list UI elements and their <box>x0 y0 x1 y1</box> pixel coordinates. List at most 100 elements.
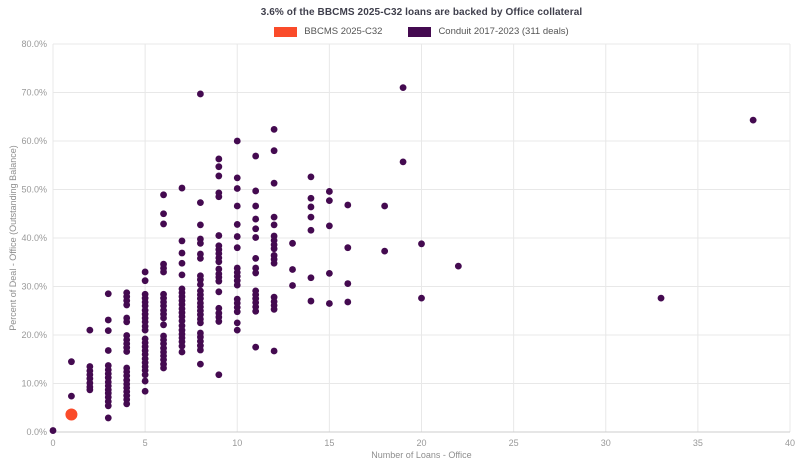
data-point-conduit-2017-2023-311-deals <box>197 281 204 288</box>
data-point-conduit-2017-2023-311-deals <box>418 240 425 248</box>
data-point-conduit-2017-2023-311-deals <box>233 202 241 210</box>
data-point-conduit-2017-2023-311-deals <box>657 294 665 302</box>
data-point-conduit-2017-2023-311-deals <box>270 147 278 155</box>
y-tick-label: 0.0% <box>26 427 47 437</box>
data-point-conduit-2017-2023-311-deals <box>178 249 186 257</box>
data-point-conduit-2017-2023-311-deals <box>215 193 223 201</box>
data-point-conduit-2017-2023-311-deals <box>141 387 149 395</box>
data-point-conduit-2017-2023-311-deals <box>307 213 315 221</box>
y-axis-title: Percent of Deal - Office (Outstanding Ba… <box>8 145 18 331</box>
x-tick-label: 35 <box>693 438 703 448</box>
data-point-conduit-2017-2023-311-deals <box>252 215 260 223</box>
data-point-conduit-2017-2023-311-deals <box>307 203 315 211</box>
data-point-conduit-2017-2023-311-deals <box>160 314 167 322</box>
y-tick-label: 30.0% <box>21 282 47 292</box>
data-point-conduit-2017-2023-311-deals <box>178 184 186 192</box>
data-point-conduit-2017-2023-311-deals <box>381 202 389 210</box>
data-point-conduit-2017-2023-311-deals <box>749 116 757 124</box>
data-point-conduit-2017-2023-311-deals <box>123 318 131 326</box>
data-point-conduit-2017-2023-311-deals <box>141 371 149 379</box>
data-point-conduit-2017-2023-311-deals <box>252 202 260 210</box>
data-point-conduit-2017-2023-311-deals <box>123 348 131 355</box>
data-point-conduit-2017-2023-311-deals <box>215 371 223 379</box>
data-point-conduit-2017-2023-311-deals <box>215 163 223 171</box>
data-point-conduit-2017-2023-311-deals <box>215 277 223 285</box>
data-point-conduit-2017-2023-311-deals <box>178 317 186 325</box>
data-point-conduit-2017-2023-311-deals <box>141 268 149 276</box>
data-point-conduit-2017-2023-311-deals <box>252 264 260 272</box>
data-point-bbcms-2025-c32 <box>65 408 78 421</box>
data-point-conduit-2017-2023-311-deals <box>418 294 425 302</box>
data-point-conduit-2017-2023-311-deals <box>233 174 241 182</box>
legend-swatch-conduit-icon <box>408 26 432 37</box>
data-point-conduit-2017-2023-311-deals <box>215 318 223 325</box>
legend-item-bbcms: BBCMS 2025-C32 <box>274 26 382 37</box>
data-point-conduit-2017-2023-311-deals <box>270 221 278 229</box>
data-point-conduit-2017-2023-311-deals <box>197 254 204 262</box>
legend-item-conduit: Conduit 2017-2023 (311 deals) <box>408 26 569 37</box>
data-point-conduit-2017-2023-311-deals <box>86 326 94 334</box>
data-point-conduit-2017-2023-311-deals <box>49 427 57 434</box>
data-point-conduit-2017-2023-311-deals <box>270 305 278 313</box>
data-point-conduit-2017-2023-311-deals <box>215 304 223 312</box>
data-point-conduit-2017-2023-311-deals <box>215 172 223 180</box>
x-tick-label: 5 <box>143 438 148 448</box>
data-point-conduit-2017-2023-311-deals <box>160 364 167 372</box>
data-point-conduit-2017-2023-311-deals <box>197 239 204 247</box>
data-point-conduit-2017-2023-311-deals <box>178 259 186 267</box>
data-point-conduit-2017-2023-311-deals <box>399 158 407 166</box>
data-point-conduit-2017-2023-311-deals <box>233 281 241 289</box>
x-tick-label: 30 <box>601 438 611 448</box>
data-point-conduit-2017-2023-311-deals <box>197 319 204 327</box>
data-point-conduit-2017-2023-311-deals <box>270 213 278 221</box>
legend-label-bbcms: BBCMS 2025-C32 <box>304 26 383 37</box>
data-point-conduit-2017-2023-311-deals <box>307 194 315 202</box>
x-axis-title: Number of Loans - Office <box>371 450 472 460</box>
data-point-conduit-2017-2023-311-deals <box>68 392 75 400</box>
data-point-conduit-2017-2023-311-deals <box>270 179 278 187</box>
data-point-conduit-2017-2023-311-deals <box>233 319 241 327</box>
data-point-conduit-2017-2023-311-deals <box>178 237 186 245</box>
data-point-conduit-2017-2023-311-deals <box>141 326 149 334</box>
data-point-conduit-2017-2023-311-deals <box>233 185 241 192</box>
legend-label-conduit: Conduit 2017-2023 (311 deals) <box>438 26 569 37</box>
data-point-conduit-2017-2023-311-deals <box>104 347 112 354</box>
data-point-conduit-2017-2023-311-deals <box>197 360 204 368</box>
data-point-conduit-2017-2023-311-deals <box>233 137 241 145</box>
data-point-conduit-2017-2023-311-deals <box>178 271 186 279</box>
data-point-conduit-2017-2023-311-deals <box>344 201 352 209</box>
y-tick-label: 60.0% <box>21 136 47 146</box>
data-point-conduit-2017-2023-311-deals <box>344 244 352 252</box>
data-point-conduit-2017-2023-311-deals <box>399 84 407 92</box>
data-point-conduit-2017-2023-311-deals <box>197 276 204 284</box>
x-tick-label: 10 <box>232 438 242 448</box>
x-tick-label: 25 <box>509 438 519 448</box>
data-point-conduit-2017-2023-311-deals <box>252 152 260 160</box>
data-point-conduit-2017-2023-311-deals <box>252 234 260 241</box>
data-point-conduit-2017-2023-311-deals <box>160 191 167 199</box>
data-point-conduit-2017-2023-311-deals <box>252 343 260 351</box>
data-point-conduit-2017-2023-311-deals <box>252 307 260 315</box>
y-tick-label: 10.0% <box>21 379 47 389</box>
legend: BBCMS 2025-C32 Conduit 2017-2023 (311 de… <box>53 26 790 37</box>
data-point-conduit-2017-2023-311-deals <box>233 244 241 252</box>
data-point-conduit-2017-2023-311-deals <box>197 90 204 98</box>
x-tick-label: 40 <box>785 438 795 448</box>
data-point-conduit-2017-2023-311-deals <box>381 247 389 255</box>
y-tick-label: 80.0% <box>21 39 47 49</box>
data-point-conduit-2017-2023-311-deals <box>233 308 241 316</box>
data-point-conduit-2017-2023-311-deals <box>289 239 296 247</box>
data-point-conduit-2017-2023-311-deals <box>289 266 296 273</box>
data-point-conduit-2017-2023-311-deals <box>215 155 223 163</box>
data-point-conduit-2017-2023-311-deals <box>270 259 278 267</box>
data-point-conduit-2017-2023-311-deals <box>104 402 112 410</box>
data-point-conduit-2017-2023-311-deals <box>104 290 112 298</box>
data-point-conduit-2017-2023-311-deals <box>141 277 149 285</box>
data-point-conduit-2017-2023-311-deals <box>270 245 278 253</box>
data-point-conduit-2017-2023-311-deals <box>141 377 149 385</box>
data-point-conduit-2017-2023-311-deals <box>325 188 333 195</box>
data-point-conduit-2017-2023-311-deals <box>344 280 352 287</box>
data-point-conduit-2017-2023-311-deals <box>252 225 260 233</box>
data-point-conduit-2017-2023-311-deals <box>197 199 204 206</box>
